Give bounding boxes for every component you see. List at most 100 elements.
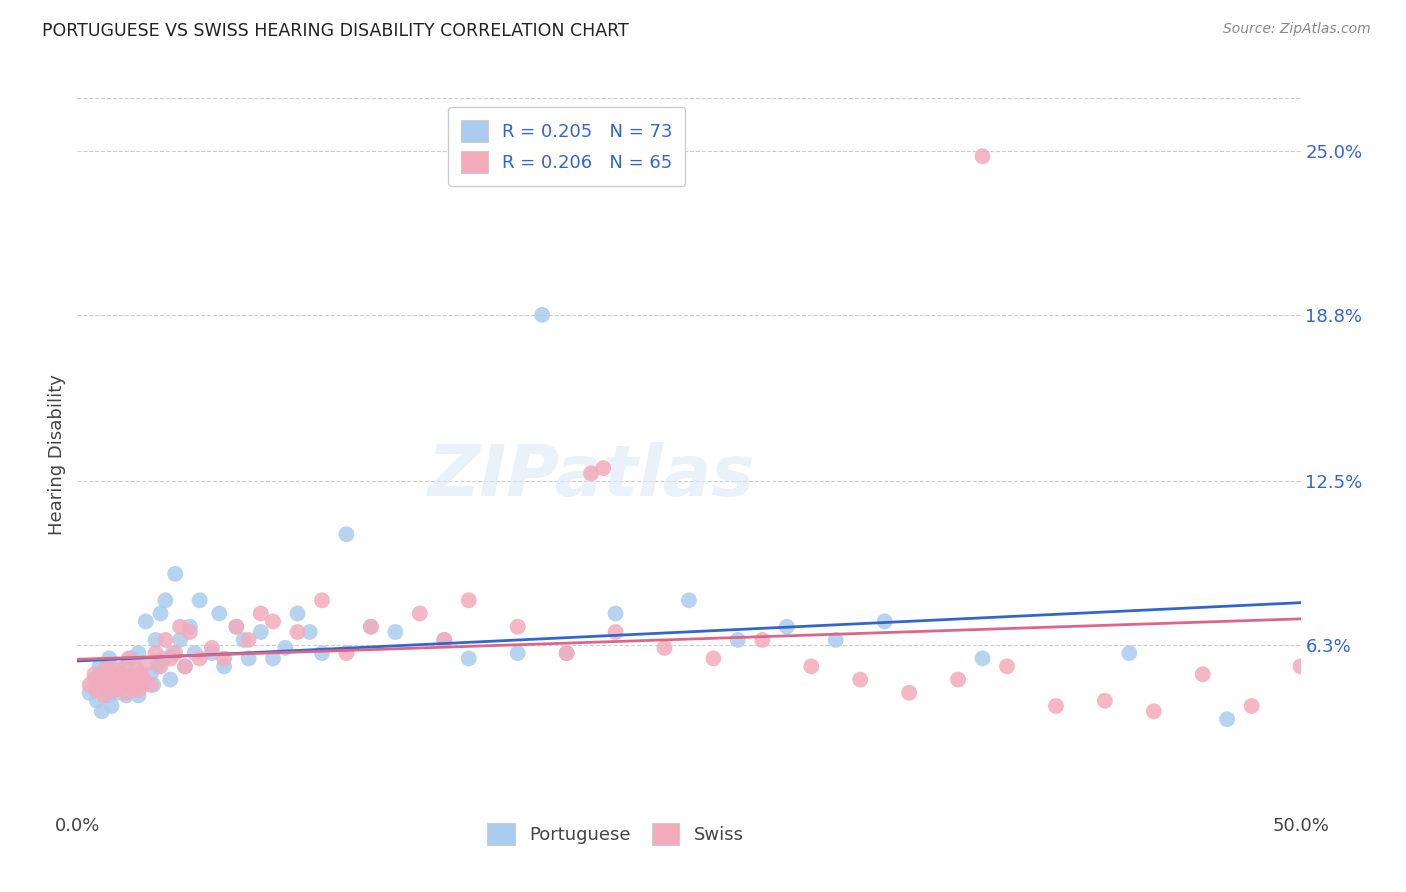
Point bbox=[457, 651, 479, 665]
Point bbox=[142, 678, 165, 692]
Point bbox=[311, 646, 333, 660]
Point bbox=[155, 632, 177, 647]
Text: Source: ZipAtlas.com: Source: ZipAtlas.com bbox=[1223, 22, 1371, 37]
Point bbox=[184, 646, 207, 660]
Point bbox=[250, 625, 273, 640]
Point bbox=[824, 632, 846, 647]
Point bbox=[433, 632, 456, 647]
Point bbox=[122, 683, 145, 698]
Text: PORTUGUESE VS SWISS HEARING DISABILITY CORRELATION CHART: PORTUGUESE VS SWISS HEARING DISABILITY C… bbox=[42, 22, 628, 40]
Point bbox=[86, 683, 108, 698]
Point bbox=[120, 651, 142, 665]
Point bbox=[995, 659, 1018, 673]
Point bbox=[149, 607, 172, 621]
Point bbox=[125, 667, 148, 681]
Point bbox=[96, 683, 118, 698]
Point bbox=[592, 461, 614, 475]
Point bbox=[90, 678, 112, 692]
Point bbox=[174, 659, 197, 673]
Point bbox=[125, 662, 148, 676]
Point bbox=[98, 678, 121, 692]
Point bbox=[115, 659, 138, 673]
Point bbox=[506, 620, 529, 634]
Point bbox=[135, 657, 157, 671]
Point bbox=[120, 673, 142, 687]
Point bbox=[174, 659, 197, 673]
Point bbox=[201, 646, 224, 660]
Point bbox=[108, 662, 131, 676]
Point bbox=[1216, 712, 1239, 726]
Point bbox=[115, 686, 138, 700]
Point bbox=[1240, 698, 1263, 713]
Point bbox=[105, 686, 128, 700]
Point bbox=[1118, 646, 1140, 660]
Point bbox=[118, 651, 141, 665]
Point bbox=[232, 632, 254, 647]
Text: ZIPatlas: ZIPatlas bbox=[427, 442, 755, 511]
Point bbox=[127, 646, 149, 660]
Point bbox=[262, 651, 284, 665]
Point bbox=[360, 620, 382, 634]
Point bbox=[702, 651, 724, 665]
Point bbox=[83, 667, 105, 681]
Point bbox=[139, 667, 162, 681]
Point bbox=[127, 689, 149, 703]
Point bbox=[776, 620, 799, 634]
Point bbox=[110, 678, 132, 692]
Point bbox=[98, 689, 121, 703]
Point bbox=[120, 673, 142, 687]
Point bbox=[212, 651, 235, 665]
Legend: Portuguese, Swiss: Portuguese, Swiss bbox=[477, 813, 755, 856]
Point bbox=[100, 667, 122, 681]
Point bbox=[96, 659, 118, 673]
Point bbox=[898, 686, 921, 700]
Point bbox=[531, 308, 554, 322]
Point bbox=[250, 607, 273, 621]
Point bbox=[1045, 698, 1067, 713]
Point bbox=[605, 625, 627, 640]
Point bbox=[800, 659, 823, 673]
Point bbox=[212, 659, 235, 673]
Point bbox=[108, 673, 131, 687]
Point bbox=[103, 673, 125, 687]
Point bbox=[433, 632, 456, 647]
Point bbox=[335, 527, 357, 541]
Point bbox=[555, 646, 578, 660]
Point bbox=[946, 673, 969, 687]
Point bbox=[93, 667, 115, 681]
Point bbox=[1289, 659, 1312, 673]
Point bbox=[89, 659, 111, 673]
Point bbox=[159, 673, 181, 687]
Point bbox=[90, 704, 112, 718]
Point bbox=[100, 698, 122, 713]
Point bbox=[149, 659, 172, 673]
Point bbox=[579, 467, 602, 481]
Point bbox=[159, 651, 181, 665]
Point bbox=[751, 632, 773, 647]
Point bbox=[135, 615, 157, 629]
Point bbox=[152, 651, 174, 665]
Point bbox=[169, 620, 191, 634]
Point bbox=[110, 678, 132, 692]
Point bbox=[225, 620, 247, 634]
Point bbox=[155, 593, 177, 607]
Y-axis label: Hearing Disability: Hearing Disability bbox=[48, 375, 66, 535]
Point bbox=[678, 593, 700, 607]
Point bbox=[98, 651, 121, 665]
Point bbox=[127, 683, 149, 698]
Point bbox=[118, 678, 141, 692]
Point bbox=[93, 689, 115, 703]
Point bbox=[79, 678, 101, 692]
Point bbox=[179, 625, 201, 640]
Point bbox=[165, 646, 187, 660]
Point bbox=[132, 673, 155, 687]
Point bbox=[122, 678, 145, 692]
Point bbox=[103, 662, 125, 676]
Point bbox=[146, 659, 169, 673]
Point bbox=[225, 620, 247, 634]
Point bbox=[298, 625, 321, 640]
Point bbox=[457, 593, 479, 607]
Point bbox=[654, 640, 676, 655]
Point bbox=[972, 651, 994, 665]
Point bbox=[384, 625, 406, 640]
